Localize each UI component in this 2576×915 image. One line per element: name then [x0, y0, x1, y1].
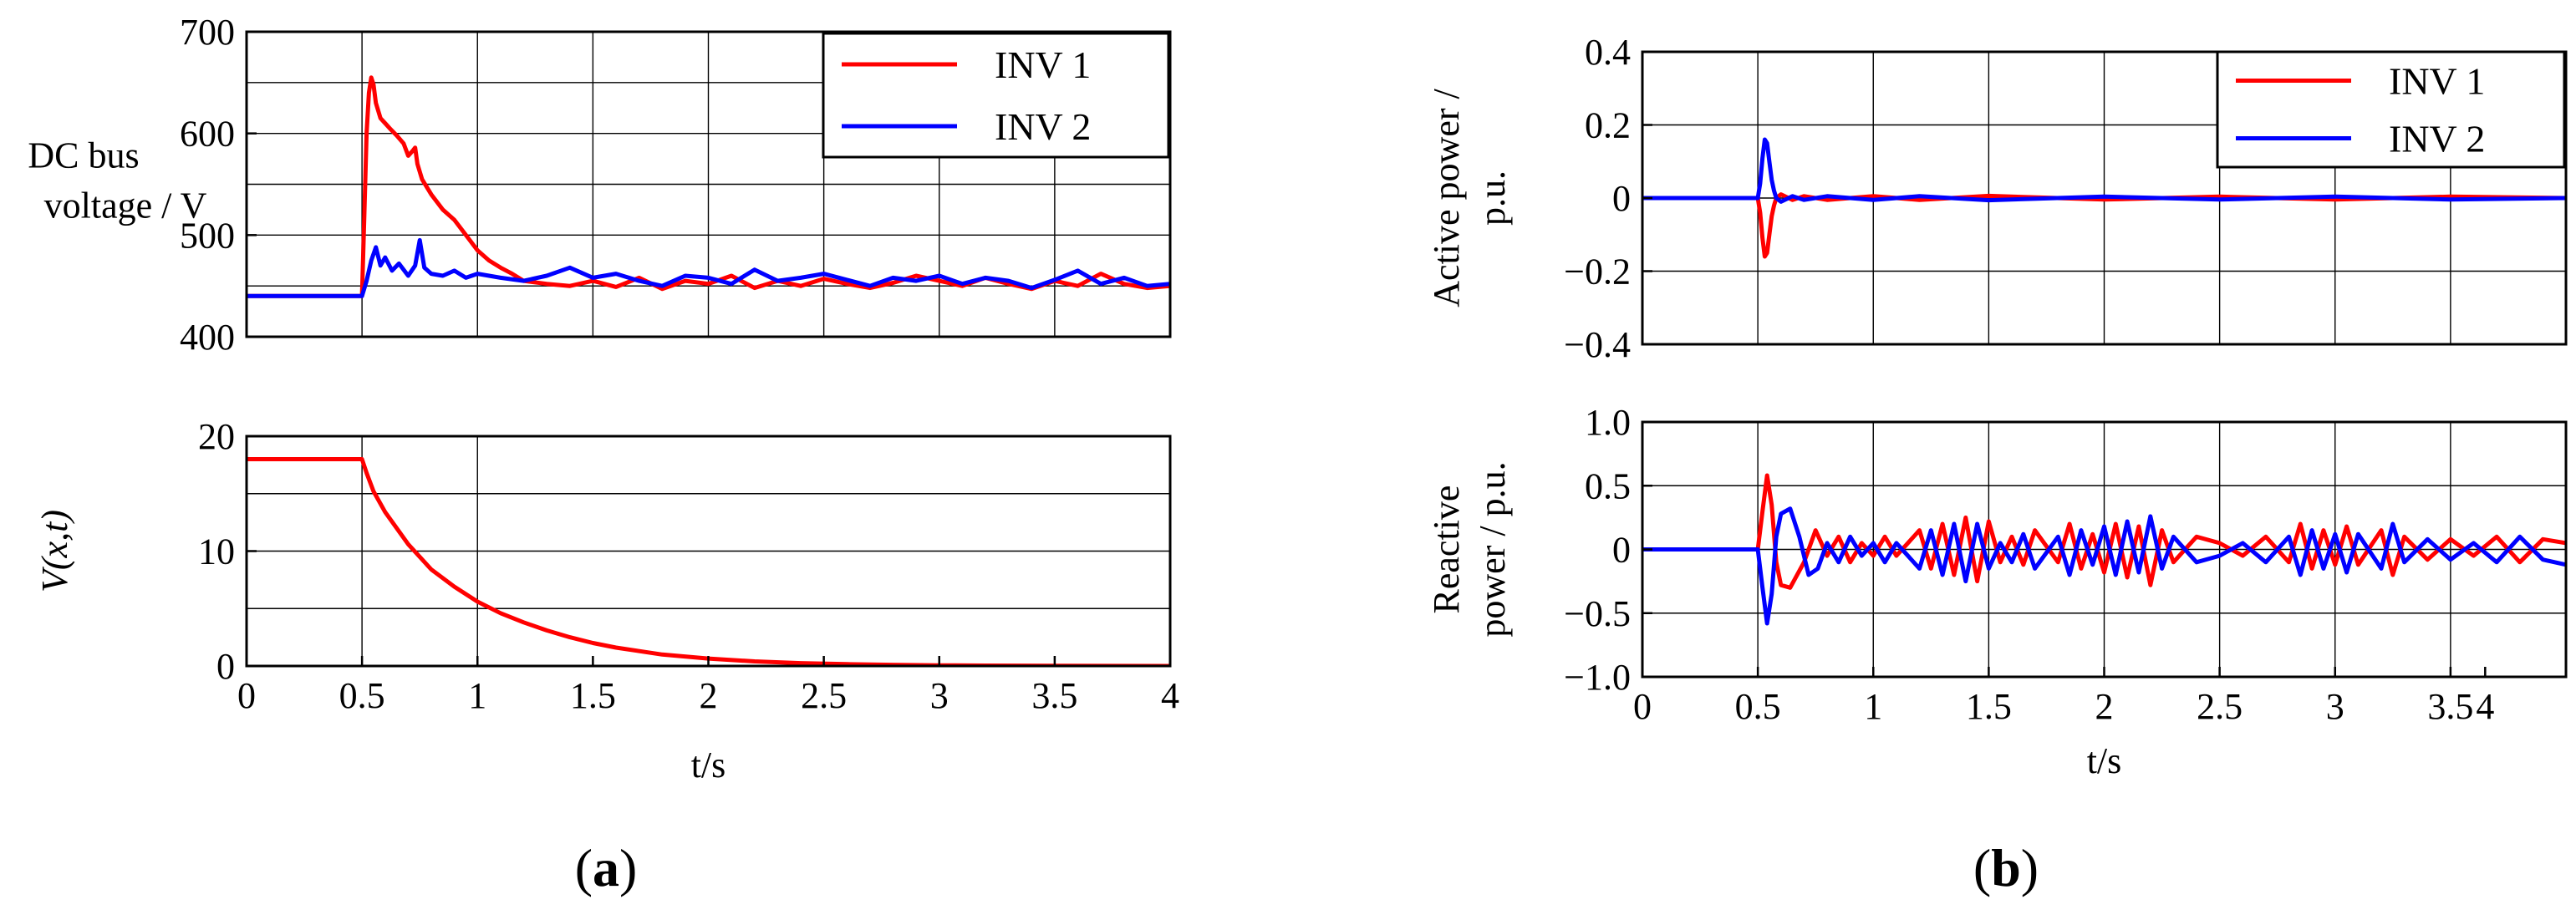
- y-tick-label: 600: [180, 114, 235, 155]
- x-tick-label: 3: [2326, 686, 2344, 727]
- panel-label-a: (a): [575, 838, 638, 897]
- y-tick-label: 0: [216, 646, 235, 687]
- y-axis-label: V(x,t): [34, 510, 75, 592]
- legend: INV 1 INV 2: [822, 32, 1170, 159]
- legend-label: INV 2: [2389, 118, 2485, 160]
- series-line-2: [1642, 137, 2566, 204]
- y-tick-label: 0: [1612, 530, 1631, 571]
- legend-box: [822, 32, 1170, 159]
- y-tick-label: −0.5: [1564, 593, 1631, 634]
- legend-box: [2216, 50, 2566, 169]
- y-axis-label: p.u.: [1472, 170, 1513, 226]
- y-tick-label: −0.4: [1564, 324, 1631, 365]
- chart-dc_bus: 400 500 600 700 DC bus voltage / V INV 1 INV 2: [28, 12, 1172, 358]
- y-axis-label: power / p.u.: [1472, 461, 1513, 637]
- y-axis-label: DC bus: [28, 135, 139, 176]
- x-tick-label: 2: [700, 675, 718, 716]
- legend: INV 1 INV 2: [2216, 50, 2566, 169]
- y-tick-label: −0.2: [1564, 252, 1631, 292]
- y-tick-label: 0.2: [1585, 105, 1631, 146]
- y-tick-label: 0.5: [1585, 465, 1631, 506]
- y-tick-label: 20: [198, 416, 235, 457]
- series-line-1: [247, 75, 1170, 298]
- y-tick-label: 700: [180, 12, 235, 53]
- x-tick-label: 3.5: [1031, 675, 1077, 716]
- x-tick-label: 3.5: [2427, 686, 2473, 727]
- chart-vxt: 0 10 20 0 0.5 1 1.5 2 2.5 3 3.5 4 t/s V(x,t): [34, 416, 1179, 785]
- x-axis-label: t/s: [2087, 740, 2122, 781]
- x-tick-label: 1: [468, 675, 486, 716]
- y-tick-label: 1.0: [1585, 402, 1631, 443]
- legend-label: INV 2: [995, 105, 1091, 148]
- x-tick-label: 2: [2095, 686, 2114, 727]
- y-tick-label: 0: [1612, 178, 1631, 219]
- y-axis-label: Active power /: [1426, 88, 1467, 307]
- y-tick-label: 0.4: [1585, 32, 1631, 73]
- panel-label-b: (b): [1973, 838, 2039, 897]
- legend-label: INV 1: [995, 43, 1091, 86]
- y-axis-label: voltage / V: [44, 186, 207, 226]
- x-axis-label: t/s: [691, 745, 726, 785]
- series-line-2: [1642, 506, 2566, 626]
- legend-label: INV 1: [2389, 60, 2485, 103]
- x-tick-label: 1: [1864, 686, 1882, 727]
- y-tick-label: 500: [180, 215, 235, 256]
- x-tick-label: 0: [1633, 686, 1652, 727]
- x-tick-label: 4: [2476, 686, 2494, 727]
- x-tick-label: 2.5: [801, 675, 847, 716]
- x-tick-label: 0.5: [1735, 686, 1781, 727]
- series-line-1: [247, 457, 1170, 666]
- x-tick-label: 1.5: [1966, 686, 2012, 727]
- x-tick-label: 0.5: [339, 675, 385, 716]
- y-tick-label: 10: [198, 531, 235, 572]
- x-tick-label: 3: [930, 675, 949, 716]
- y-axis-label: Reactive: [1426, 485, 1467, 614]
- x-tick-label: 2.5: [2197, 686, 2243, 727]
- x-tick-label: 0: [237, 675, 256, 716]
- x-tick-label: 1.5: [570, 675, 616, 716]
- y-tick-label: −1.0: [1564, 657, 1631, 698]
- series-line-2: [247, 237, 1170, 298]
- chart-reactive: −1.0 −0.5 0 0.5 1.0 0 0.5 1 1.5 2 2.5 3 3.5 4 t/s React…: [1426, 402, 2568, 781]
- x-tick-label: 4: [1161, 675, 1179, 716]
- y-tick-label: 400: [180, 317, 235, 358]
- plot-frame: [245, 30, 1172, 338]
